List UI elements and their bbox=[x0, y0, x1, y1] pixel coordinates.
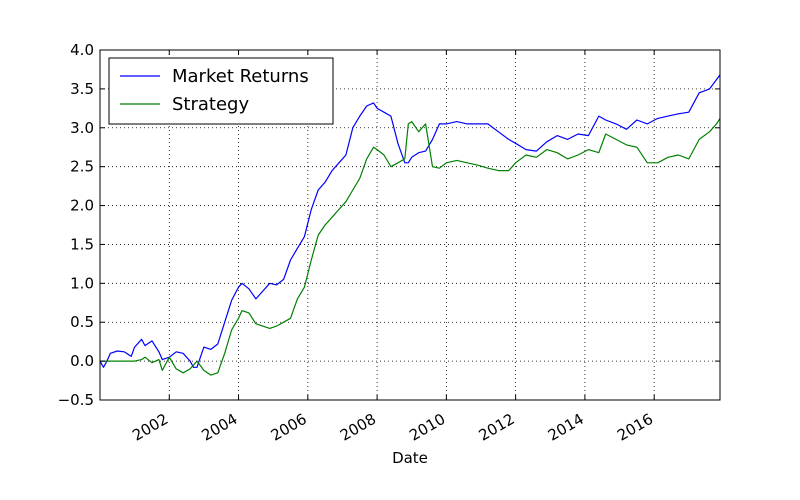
y-tick-label: 3.0 bbox=[70, 119, 94, 137]
x-tick-label: 2012 bbox=[476, 410, 518, 445]
y-tick-label: 2.0 bbox=[70, 197, 94, 215]
y-tick-label: 1.5 bbox=[70, 235, 94, 253]
legend: Market Returns Strategy bbox=[108, 57, 334, 125]
plot-frame bbox=[99, 49, 721, 401]
x-tick-label: 2016 bbox=[614, 410, 656, 445]
series-line-strategy bbox=[100, 118, 721, 376]
y-tick-label: 1.0 bbox=[70, 274, 94, 292]
y-tick-label: 0.0 bbox=[70, 352, 94, 370]
x-tick-label: 2002 bbox=[129, 410, 171, 445]
series-layer bbox=[99, 74, 721, 376]
y-tick-label: 4.0 bbox=[70, 41, 94, 59]
x-axis-label: Date bbox=[392, 449, 428, 467]
y-tick-label: 0.5 bbox=[70, 313, 94, 331]
x-tick-label: 2004 bbox=[198, 410, 240, 445]
x-tick-label: 2010 bbox=[406, 410, 448, 445]
x-tick-label: 2014 bbox=[545, 410, 587, 445]
y-tick-label: 3.5 bbox=[70, 80, 94, 98]
y-tick-label: −0.5 bbox=[58, 391, 94, 409]
legend-box bbox=[108, 57, 334, 125]
series-line-market-returns bbox=[99, 74, 721, 368]
x-tick-label: 2008 bbox=[337, 410, 379, 445]
legend-label-market-returns: Market Returns bbox=[172, 66, 309, 87]
legend-label-strategy: Strategy bbox=[172, 94, 249, 115]
x-tick-label: 2006 bbox=[268, 410, 310, 445]
y-tick-label: 2.5 bbox=[70, 158, 94, 176]
